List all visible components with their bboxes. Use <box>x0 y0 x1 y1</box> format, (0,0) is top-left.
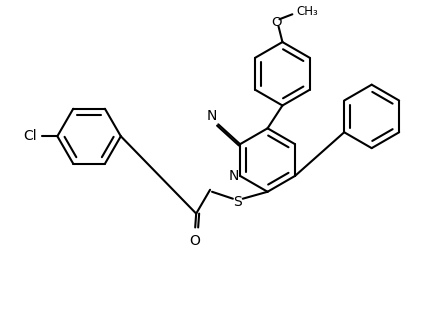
Text: CH₃: CH₃ <box>296 5 318 18</box>
Text: N: N <box>206 110 217 123</box>
Text: Cl: Cl <box>23 129 36 143</box>
Text: N: N <box>229 169 239 183</box>
Text: O: O <box>189 235 200 248</box>
Text: S: S <box>233 195 242 209</box>
Text: O: O <box>271 16 282 29</box>
